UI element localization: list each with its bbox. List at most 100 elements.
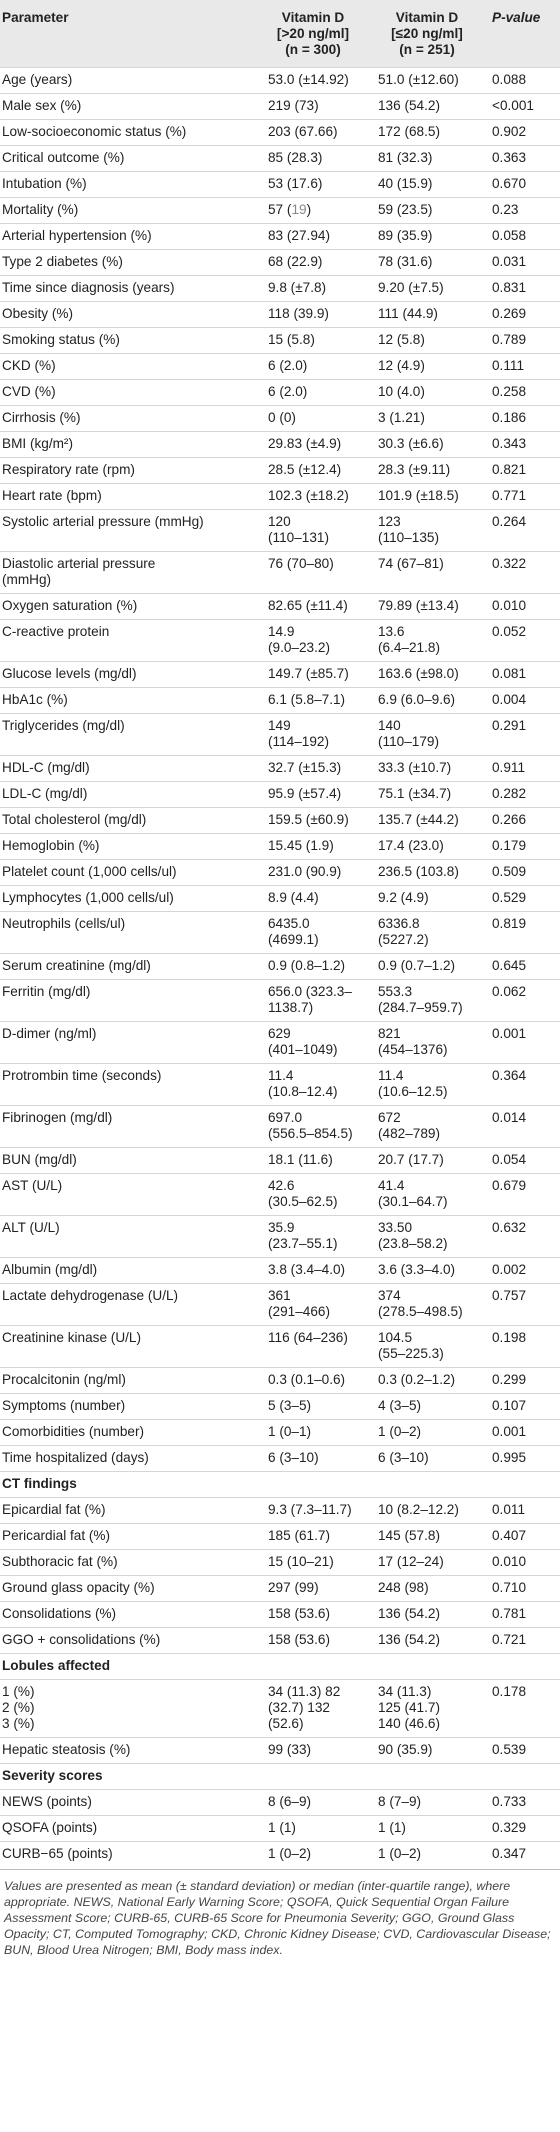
vitd-low-cell: 172 (68.5) xyxy=(378,124,440,139)
parameter-cell: Fibrinogen (mg/dl) xyxy=(2,1110,113,1125)
vitd-low-cell: 0.3 (0.2–1.2) xyxy=(378,1372,456,1387)
vitd-high-cell: 18.1 (11.6) xyxy=(268,1152,333,1167)
vitd-high-cell: 149 (114–192) xyxy=(268,718,329,749)
vitd-low-cell: 34 (11.3) 125 (41.7) 140 (46.6) xyxy=(378,1684,440,1731)
vitd-low-cell: 136 (54.2) xyxy=(378,1606,440,1621)
vitd-low-cell: 4 (3–5) xyxy=(378,1398,422,1413)
table-row: Cirrhosis (%) 0 (0) 3 (1.21) 0.186 xyxy=(0,405,560,432)
header-vitd-low-line3: (n = 251) xyxy=(399,42,455,57)
table-row: Fibrinogen (mg/dl) 697.0 (556.5–854.5) 672… xyxy=(0,1105,560,1148)
section-row: Severity scores xyxy=(0,1763,560,1790)
parameter-cell: Protrombin time (seconds) xyxy=(2,1068,162,1083)
table-row: Consolidations (%) 158 (53.6) 136 (54.2) 0.… xyxy=(0,1601,560,1628)
vitd-high-cell: 1 (1) xyxy=(268,1820,296,1835)
header-vitd-high: Vitamin D [>20 ng/ml] (n = 300) xyxy=(254,0,372,68)
vitd-low-cell: 89 (35.9) xyxy=(378,228,433,243)
parameter-cell: Subthoracic fat (%) xyxy=(2,1554,118,1569)
pvalue-cell: 0.282 xyxy=(492,786,527,801)
table-footnote: Values are presented as mean (± standard… xyxy=(0,1869,560,1958)
pvalue-cell: 0.264 xyxy=(492,514,527,529)
parameter-cell: HDL-C (mg/dl) xyxy=(2,760,90,775)
header-vitd-high-line3: (n = 300) xyxy=(285,42,341,57)
pvalue-cell: 0.911 xyxy=(492,760,526,775)
parameter-cell: Glucose levels (mg/dl) xyxy=(2,666,137,681)
vitd-high-cell: 656.0 (323.3– 1138.7) xyxy=(268,984,352,1015)
pvalue-cell: 0.258 xyxy=(492,384,527,399)
table-row: Hepatic steatosis (%) 99 (33) 90 (35.9) 0.5… xyxy=(0,1737,560,1764)
vitd-high-cell: 120 (110–131) xyxy=(268,514,329,545)
table-row: Systolic arterial pressure (mmHg) 120 (11… xyxy=(0,509,560,552)
parameter-cell: Low-socioeconomic status (%) xyxy=(2,124,187,139)
parameter-cell: Arterial hypertension (%) xyxy=(2,228,152,243)
vitd-high-close: ) xyxy=(306,202,312,217)
vitd-high-cell: 158 (53.6) xyxy=(268,1632,330,1647)
pvalue-cell: 0.107 xyxy=(492,1398,527,1413)
table-row: Lymphocytes (1,000 cells/ul) 8.9 (4.4) 9.2… xyxy=(0,885,560,912)
vitd-high-cell: 8 (6–9) xyxy=(268,1794,312,1809)
table-row: Platelet count (1,000 cells/ul) 231.0 (90… xyxy=(0,859,560,886)
table-row: 1 (%) 2 (%) 3 (%) 34 (11.3) 82 (32.7) 132… xyxy=(0,1679,560,1738)
vitd-low-cell: 672 (482–789) xyxy=(378,1110,440,1141)
parameter-cell: Triglycerides (mg/dl) xyxy=(2,718,125,733)
pvalue-cell: 0.329 xyxy=(492,1820,527,1835)
table-row: Ground glass opacity (%) 297 (99) 248 (98)… xyxy=(0,1575,560,1602)
parameter-cell: Male sex (%) xyxy=(2,98,82,113)
vitd-low-cell: 78 (31.6) xyxy=(378,254,433,269)
vitd-high-cell: 6.1 (5.8–7.1) xyxy=(268,692,346,707)
vitd-high-cell: 158 (53.6) xyxy=(268,1606,330,1621)
table-row: Hemoglobin (%) 15.45 (1.9) 17.4 (23.0) 0.17… xyxy=(0,833,560,860)
table-row: Lactate dehydrogenase (U/L) 361 (291–466)… xyxy=(0,1283,560,1326)
section-row: CT findings xyxy=(0,1471,560,1498)
pvalue-cell: 0.322 xyxy=(492,556,527,571)
vitd-high-cell: 11.4 (10.8–12.4) xyxy=(268,1068,338,1099)
vitd-high-cell: 361 (291–466) xyxy=(268,1288,330,1319)
pvalue-cell: 0.011 xyxy=(492,1502,526,1517)
vitd-low-cell: 163.6 (±98.0) xyxy=(378,666,459,681)
vitd-high-percent: 19 xyxy=(291,202,307,217)
parameter-cell: CVD (%) xyxy=(2,384,56,399)
pvalue-cell: 0.054 xyxy=(492,1152,527,1167)
vitd-low-cell: 140 (110–179) xyxy=(378,718,439,749)
vitd-high-cell: 5 (3–5) xyxy=(268,1398,312,1413)
pvalue-cell: 0.509 xyxy=(492,864,527,879)
vitd-low-cell: 51.0 (±12.60) xyxy=(378,72,459,87)
vitd-high-cell: 85 (28.3) xyxy=(268,150,323,165)
vitd-high-cell: 203 (67.66) xyxy=(268,124,338,139)
pvalue-cell: 0.364 xyxy=(492,1068,527,1083)
header-parameter: Parameter xyxy=(2,10,69,25)
pvalue-cell: 0.721 xyxy=(492,1632,527,1647)
header-vitd-low-line2: [≤20 ng/ml] xyxy=(391,26,463,41)
vitd-low-cell: 553.3 (284.7–959.7) xyxy=(378,984,463,1015)
parameter-cell: CURB−65 (points) xyxy=(2,1846,113,1861)
table-row: LDL-C (mg/dl) 95.9 (±57.4) 75.1 (±34.7) 0.2… xyxy=(0,781,560,808)
vitd-high-cell: 8.9 (4.4) xyxy=(268,890,319,905)
table-row: HbA1c (%) 6.1 (5.8–7.1) 6.9 (6.0–9.6) 0.004 xyxy=(0,687,560,714)
vitd-high-cell: 118 (39.9) xyxy=(268,306,329,321)
parameter-cell: BMI (kg/m²) xyxy=(2,436,73,451)
vitd-low-cell: 145 (57.8) xyxy=(378,1528,440,1543)
vitd-high-cell: 0.3 (0.1–0.6) xyxy=(268,1372,346,1387)
pvalue-cell: 0.088 xyxy=(492,72,527,87)
vitd-low-cell: 59 (23.5) xyxy=(378,202,433,217)
parameter-cell: Lymphocytes (1,000 cells/ul) xyxy=(2,890,174,905)
vitd-high-cell: 57 (19) xyxy=(254,198,372,224)
header-pvalue-label: P-value xyxy=(492,10,541,25)
pvalue-cell: 0.347 xyxy=(492,1846,527,1861)
vitd-high-cell: 159.5 (±60.9) xyxy=(268,812,349,827)
pvalue-cell: 0.781 xyxy=(492,1606,527,1621)
parameter-cell: NEWS (points) xyxy=(2,1794,92,1809)
pvalue-cell: 0.23 xyxy=(492,202,519,217)
parameter-cell: GGO + consolidations (%) xyxy=(2,1632,161,1647)
table-row: ALT (U/L) 35.9 (23.7–55.1) 33.50 (23.8–58.… xyxy=(0,1215,560,1258)
pvalue-cell: 0.010 xyxy=(492,1554,527,1569)
parameter-cell: CKD (%) xyxy=(2,358,56,373)
parameter-cell: Albumin (mg/dl) xyxy=(2,1262,98,1277)
vitd-low-cell: 9.20 (±7.5) xyxy=(378,280,444,295)
vitd-low-cell: 17 (12–24) xyxy=(378,1554,444,1569)
parameter-cell: QSOFA (points) xyxy=(2,1820,98,1835)
table-row: Low-socioeconomic status (%) 203 (67.66) 1… xyxy=(0,119,560,146)
table-row: Respiratory rate (rpm) 28.5 (±12.4) 28.3 (… xyxy=(0,457,560,484)
table-row: Diastolic arterial pressure (mmHg) 76 (70… xyxy=(0,551,560,594)
parameter-cell: Creatinine kinase (U/L) xyxy=(2,1330,142,1345)
parameter-cell: Smoking status (%) xyxy=(2,332,120,347)
